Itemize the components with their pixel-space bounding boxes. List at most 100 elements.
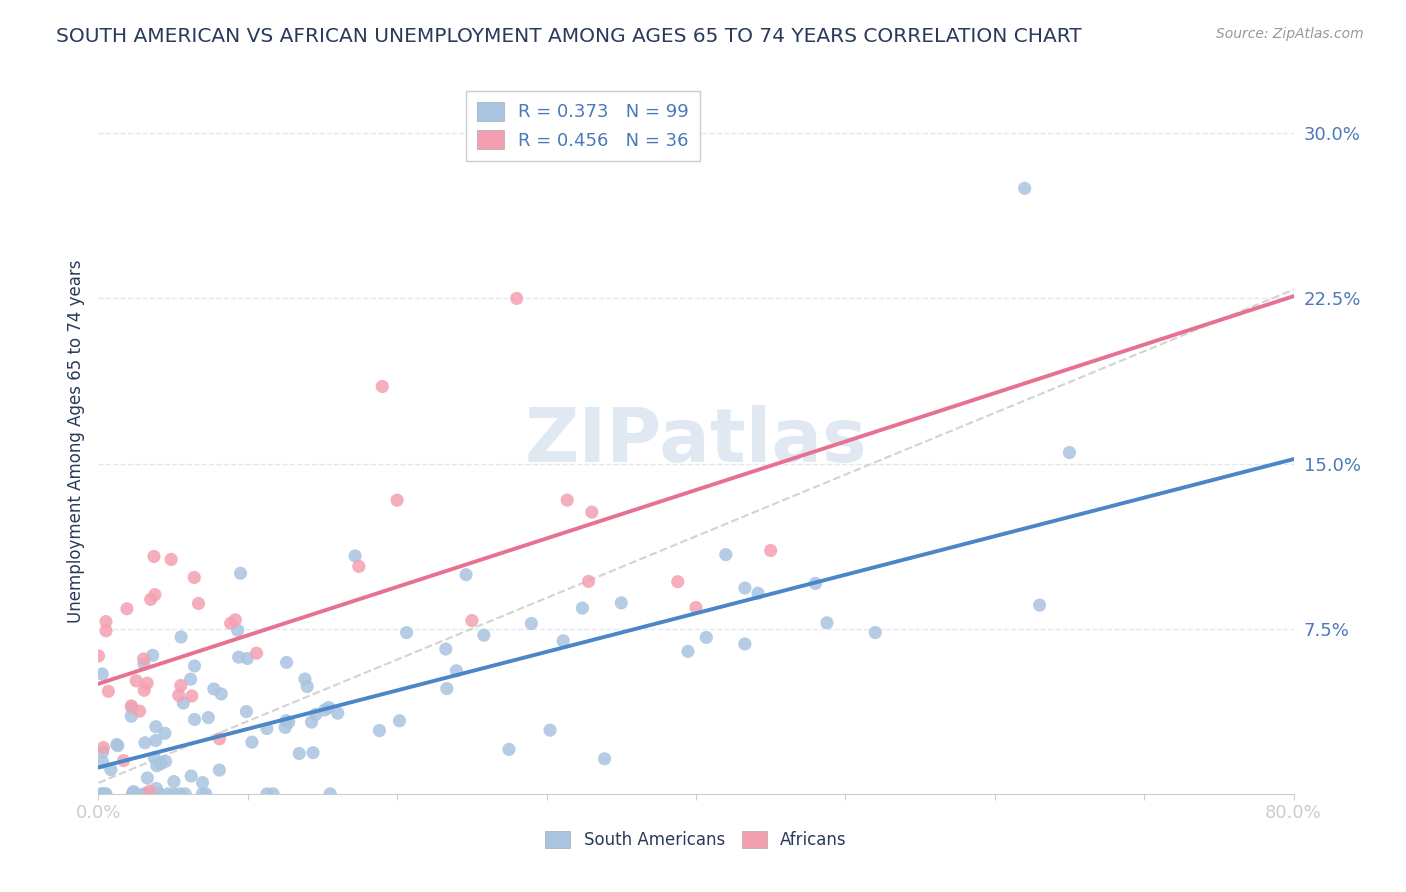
Point <box>446 664 468 678</box>
Point <box>202 681 225 696</box>
Point <box>163 774 186 789</box>
Point <box>148 787 170 801</box>
Point <box>183 570 205 584</box>
Point <box>91 667 114 681</box>
Point <box>153 726 176 740</box>
Point <box>87 648 110 663</box>
Point <box>734 637 756 651</box>
Point <box>371 379 394 393</box>
Point <box>90 787 112 801</box>
Point <box>94 787 117 801</box>
Point <box>318 700 340 714</box>
Point <box>156 787 179 801</box>
Point <box>120 698 142 713</box>
Point <box>593 752 616 766</box>
Point <box>100 763 122 777</box>
Point <box>434 642 457 657</box>
Point <box>180 672 202 686</box>
Point <box>136 676 159 690</box>
Point <box>301 714 323 729</box>
Point <box>208 731 231 746</box>
Point <box>274 721 297 735</box>
Point <box>395 625 418 640</box>
Point <box>143 588 166 602</box>
Point <box>180 769 202 783</box>
Point <box>256 722 278 736</box>
Point <box>714 548 737 562</box>
Point <box>125 787 148 801</box>
Point <box>228 650 250 665</box>
Point <box>122 784 145 798</box>
Point <box>145 781 167 796</box>
Point <box>170 679 193 693</box>
Point <box>174 787 197 801</box>
Text: Source: ZipAtlas.com: Source: ZipAtlas.com <box>1216 27 1364 41</box>
Point <box>167 688 190 702</box>
Point <box>581 505 603 519</box>
Point <box>187 597 209 611</box>
Point <box>1028 598 1050 612</box>
Point <box>553 633 575 648</box>
Point <box>676 644 699 658</box>
Point <box>256 787 278 801</box>
Point <box>115 602 138 616</box>
Point <box>368 723 391 738</box>
Point <box>91 787 114 801</box>
Point <box>208 763 231 777</box>
Point <box>139 592 162 607</box>
Point <box>610 596 633 610</box>
Point <box>94 787 117 801</box>
Point <box>288 747 311 761</box>
Point <box>183 713 205 727</box>
Point <box>571 601 593 615</box>
Point <box>197 710 219 724</box>
Point <box>94 624 117 638</box>
Point <box>305 707 328 722</box>
Point <box>302 746 325 760</box>
Point <box>865 625 887 640</box>
Point <box>747 586 769 600</box>
Point <box>121 700 143 714</box>
Point <box>94 615 117 629</box>
Point <box>143 751 166 765</box>
Point <box>274 714 297 728</box>
Point <box>506 292 529 306</box>
Point <box>245 646 267 660</box>
Point <box>91 745 114 759</box>
Point <box>132 657 155 672</box>
Point <box>555 493 578 508</box>
Point <box>804 576 827 591</box>
Point <box>226 624 249 638</box>
Point <box>734 581 756 595</box>
Point <box>172 696 194 710</box>
Point <box>191 787 214 801</box>
Point <box>170 630 193 644</box>
Point <box>219 616 242 631</box>
Point <box>314 703 336 717</box>
Point <box>121 787 143 801</box>
Point <box>142 549 165 564</box>
Point <box>1014 181 1036 195</box>
Point <box>294 672 316 686</box>
Point <box>385 493 408 508</box>
Point <box>180 689 202 703</box>
Point <box>160 552 183 566</box>
Point <box>155 755 177 769</box>
Point <box>695 631 717 645</box>
Point <box>134 787 156 801</box>
Point <box>150 756 173 771</box>
Point <box>759 543 782 558</box>
Point <box>344 549 367 563</box>
Point <box>520 616 543 631</box>
Point <box>142 648 165 663</box>
Legend: South Americans, Africans: South Americans, Africans <box>538 824 853 856</box>
Point <box>229 566 252 581</box>
Y-axis label: Unemployment Among Ages 65 to 74 years: Unemployment Among Ages 65 to 74 years <box>66 260 84 624</box>
Point <box>326 706 349 721</box>
Point <box>224 613 246 627</box>
Point <box>319 787 342 801</box>
Point <box>666 574 689 589</box>
Point <box>134 683 156 698</box>
Point <box>191 775 214 789</box>
Point <box>125 673 148 688</box>
